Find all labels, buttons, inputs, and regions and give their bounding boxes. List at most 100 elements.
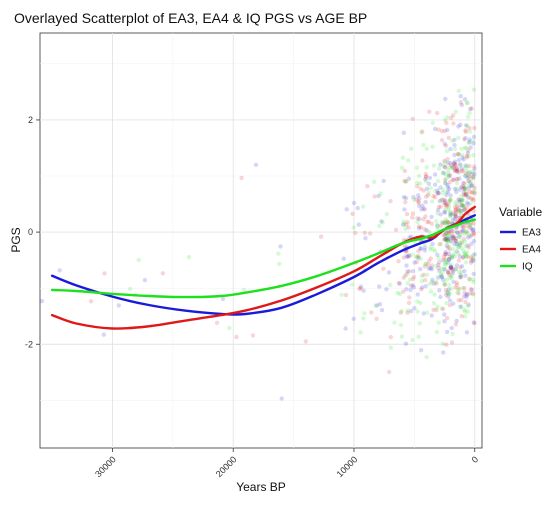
data-point (241, 287, 247, 293)
data-point (450, 233, 456, 238)
data-point (437, 242, 442, 247)
data-point (455, 151, 461, 157)
data-point (459, 314, 464, 319)
data-point (471, 271, 476, 277)
data-point (438, 223, 443, 228)
data-point (444, 148, 450, 154)
data-point (448, 146, 453, 152)
data-point (443, 207, 448, 212)
data-point (462, 97, 468, 102)
data-point (469, 176, 475, 181)
data-point (470, 196, 475, 202)
data-point (445, 315, 450, 321)
data-point (458, 304, 463, 309)
data-point (464, 292, 470, 297)
data-point (447, 197, 453, 203)
data-point (449, 163, 454, 168)
data-point (399, 165, 405, 170)
data-point (466, 186, 471, 191)
data-point (410, 116, 415, 122)
data-point (472, 191, 477, 196)
data-point (419, 285, 425, 290)
data-point (463, 299, 468, 305)
data-point (468, 106, 473, 112)
data-point (220, 296, 226, 302)
data-point (461, 203, 466, 209)
data-point (415, 219, 420, 225)
data-point (448, 265, 453, 270)
data-point (407, 269, 412, 274)
data-point (408, 287, 413, 293)
data-point (431, 307, 436, 312)
data-point (438, 162, 443, 167)
data-point (442, 209, 447, 215)
data-point (456, 206, 461, 211)
data-point (452, 211, 457, 216)
data-point (457, 197, 462, 203)
data-point (448, 173, 453, 178)
data-point (380, 220, 385, 225)
chart-title: Overlayed Scatterplot of EA3, EA4 & IQ P… (14, 10, 367, 26)
data-point (440, 220, 446, 225)
data-point (463, 192, 468, 197)
data-point (466, 245, 471, 250)
data-point (401, 275, 406, 280)
data-point (462, 250, 467, 256)
data-point (439, 220, 444, 225)
x-tick-label: 30000 (93, 454, 118, 479)
data-point (437, 199, 442, 204)
data-point (417, 321, 422, 326)
data-point (459, 203, 465, 208)
data-point (424, 355, 429, 360)
data-point (439, 274, 445, 279)
data-point (422, 264, 427, 269)
data-point (455, 287, 461, 292)
data-point (430, 241, 435, 247)
data-point (436, 320, 441, 325)
data-point (417, 196, 422, 201)
data-point (460, 169, 465, 174)
data-point (450, 211, 456, 216)
data-point (441, 350, 446, 355)
data-point (465, 250, 470, 255)
data-point (467, 189, 472, 195)
data-point (449, 275, 454, 280)
data-point (442, 261, 447, 267)
data-point (463, 189, 468, 194)
data-point (454, 280, 459, 285)
data-point (446, 171, 451, 176)
data-point (444, 204, 449, 209)
data-point (467, 164, 472, 169)
data-point (450, 253, 455, 258)
data-point (410, 215, 415, 220)
data-point (455, 230, 460, 235)
data-point (142, 277, 148, 283)
data-point (443, 236, 448, 242)
data-point (469, 241, 474, 247)
data-point (464, 294, 469, 300)
data-point (449, 265, 454, 271)
data-point (459, 245, 464, 251)
data-point (449, 262, 454, 267)
data-point (452, 152, 457, 158)
data-point (361, 288, 366, 293)
data-point (399, 308, 404, 314)
data-point (457, 243, 462, 248)
data-point (435, 224, 440, 229)
data-point (460, 255, 466, 260)
data-point (438, 272, 444, 277)
data-point (462, 186, 467, 192)
data-point (452, 186, 458, 192)
data-point (414, 197, 419, 202)
data-point (411, 285, 416, 290)
data-point (423, 171, 428, 177)
data-point (430, 199, 435, 204)
data-point (463, 171, 469, 176)
data-point (445, 329, 450, 335)
data-point (427, 175, 433, 181)
data-point (463, 253, 468, 258)
data-point (463, 136, 468, 141)
data-point (397, 291, 402, 297)
data-point (466, 195, 471, 200)
data-point (442, 164, 448, 169)
